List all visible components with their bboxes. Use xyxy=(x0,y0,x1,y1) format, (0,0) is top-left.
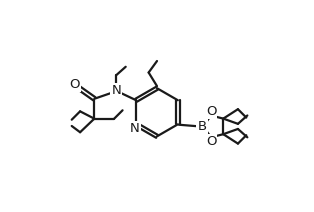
Text: B: B xyxy=(197,120,207,133)
Text: O: O xyxy=(206,105,216,118)
Text: N: N xyxy=(111,84,121,97)
Text: O: O xyxy=(69,78,79,91)
Text: O: O xyxy=(206,135,216,148)
Text: N: N xyxy=(130,121,140,135)
